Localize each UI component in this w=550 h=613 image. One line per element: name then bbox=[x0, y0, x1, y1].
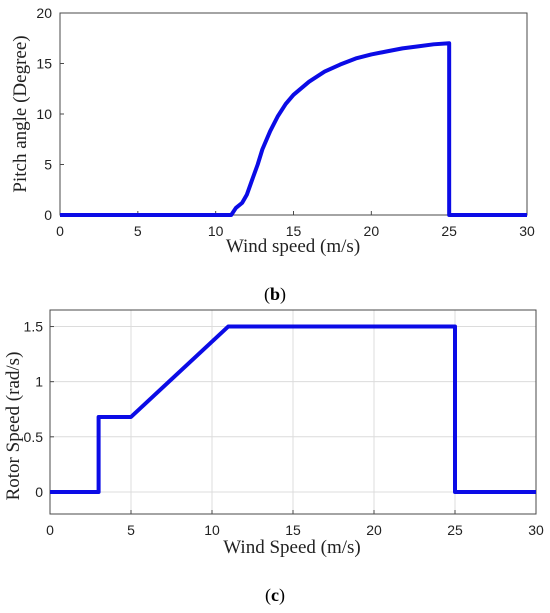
chart-c-ticks: 0 5 10 15 20 25 30 0 0.5 1 1.5 bbox=[24, 319, 544, 538]
chart-c-xtick-label-3: 15 bbox=[285, 522, 301, 538]
chart-c-ytick-label-2: 1 bbox=[35, 374, 43, 390]
chart-c: 0 5 10 15 20 25 30 0 0.5 1 1.5 Wind Speed (m/s) Ro… bbox=[3, 309, 544, 606]
chart-b-ytick-label-3: 15 bbox=[36, 56, 52, 72]
chart-b-caption: (b) bbox=[264, 284, 286, 305]
chart-b-xtick-label-5: 25 bbox=[441, 223, 457, 239]
chart-b-ytick-label-0: 0 bbox=[44, 207, 52, 223]
chart-c-xtick-label-2: 10 bbox=[204, 522, 220, 538]
chart-b-ylabel: Pitch angle (Degree) bbox=[10, 35, 31, 192]
chart-b-frame bbox=[59, 12, 528, 216]
chart-b-ticks: 0 5 10 15 20 25 30 0 5 10 15 20 bbox=[36, 5, 535, 239]
chart-c-xtick-label-1: 5 bbox=[127, 522, 135, 538]
chart-b-xtick-label-6: 30 bbox=[519, 223, 535, 239]
chart-b-xlabel: Wind speed (m/s) bbox=[226, 236, 360, 257]
chart-c-ytick-label-1: 0.5 bbox=[24, 429, 44, 445]
chart-b-xtick-label-3: 15 bbox=[286, 223, 302, 239]
chart-b-xtick-label-1: 5 bbox=[134, 223, 142, 239]
chart-b-ytick-label-4: 20 bbox=[36, 5, 52, 21]
chart-c-grid bbox=[49, 310, 537, 514]
chart-c-xtick-label-5: 25 bbox=[447, 522, 463, 538]
chart-c-xtick-label-0: 0 bbox=[46, 522, 54, 538]
chart-c-xlabel: Wind Speed (m/s) bbox=[223, 537, 361, 558]
chart-b-series-line bbox=[60, 41, 527, 217]
chart-c-xtick-label-4: 20 bbox=[366, 522, 382, 538]
chart-c-series-line bbox=[50, 324, 536, 494]
chart-b: 0 5 10 15 20 25 30 0 5 10 15 20 Wind speed (m/s) Pi… bbox=[10, 5, 535, 305]
chart-c-xtick-label-6: 30 bbox=[528, 522, 544, 538]
chart-b-xtick-label-0: 0 bbox=[56, 223, 64, 239]
chart-c-ytick-label-0: 0 bbox=[35, 484, 43, 500]
chart-b-ytick-label-1: 5 bbox=[44, 157, 52, 173]
chart-c-ytick-label-3: 1.5 bbox=[24, 319, 44, 335]
chart-c-ylabel: Rotor Speed (rad/s) bbox=[3, 352, 24, 501]
chart-b-ytick-label-2: 10 bbox=[36, 106, 52, 122]
chart-b-xtick-label-4: 20 bbox=[364, 223, 380, 239]
chart-b-xtick-label-2: 10 bbox=[208, 223, 224, 239]
chart-c-caption: (c) bbox=[265, 585, 285, 606]
